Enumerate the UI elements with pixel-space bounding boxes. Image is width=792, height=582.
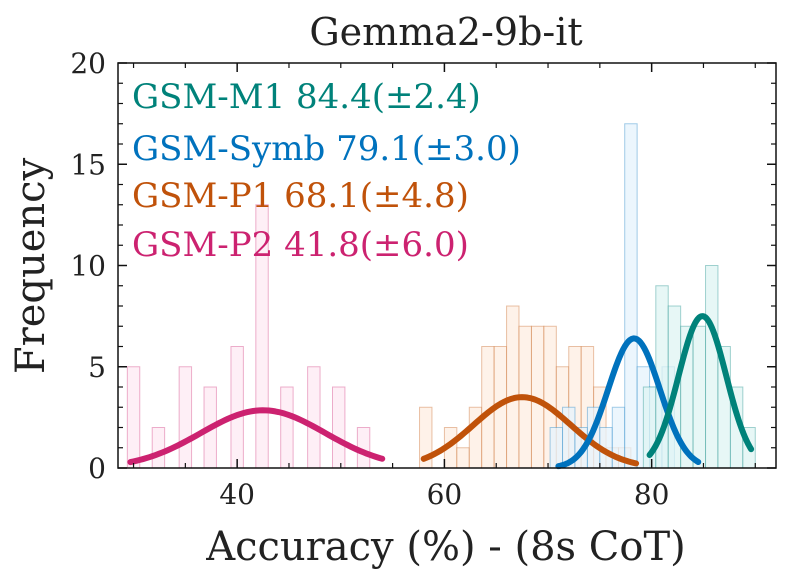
bar-gsm-p2 — [231, 347, 243, 469]
chart-title: Gemma2-9b-it — [309, 10, 582, 54]
bar-gsm-p2 — [152, 428, 164, 469]
bar-gsm-symb — [550, 428, 562, 469]
legend-entry-gsm-p2: GSM-P2 41.8(±6.0) — [132, 225, 469, 265]
bar-gsm-p2 — [179, 367, 191, 468]
legend: GSM-M1 84.4(±2.4) GSM-Symb 79.1(±3.0) GS… — [132, 77, 521, 265]
histogram-chart: Gemma2-9b-it 40 60 80 0 5 10 15 20 Frequency Ac… — [0, 0, 792, 582]
y-tick-label: 15 — [70, 148, 106, 181]
bar-gsm-p2 — [281, 387, 293, 468]
x-tick-label: 60 — [427, 478, 463, 511]
bar-gsm-p2 — [333, 387, 345, 468]
y-tick-label: 10 — [70, 250, 106, 283]
bar-gsm-symb — [625, 124, 637, 468]
legend-entry-gsm-p1: GSM-P1 68.1(±4.8) — [132, 176, 469, 216]
bar-gsm-p1 — [507, 306, 519, 468]
y-tick-label: 0 — [88, 452, 106, 485]
legend-entry-gsm-symb: GSM-Symb 79.1(±3.0) — [132, 129, 521, 169]
x-axis-label: Accuracy (%) - (8s CoT) — [205, 524, 686, 570]
bar-gsm-m1 — [706, 266, 718, 469]
x-tick-label: 40 — [219, 478, 255, 511]
y-tick-label: 20 — [70, 47, 106, 80]
bar-gsm-p2 — [127, 367, 139, 468]
y-axis-label: Frequency — [8, 157, 54, 374]
y-tick-label: 5 — [88, 351, 106, 384]
legend-entry-gsm-m1: GSM-M1 84.4(±2.4) — [132, 77, 481, 117]
bar-gsm-p1 — [457, 448, 469, 468]
bar-gsm-m1 — [693, 326, 705, 468]
x-tick-label: 80 — [634, 478, 670, 511]
bar-gsm-p2 — [308, 367, 320, 468]
